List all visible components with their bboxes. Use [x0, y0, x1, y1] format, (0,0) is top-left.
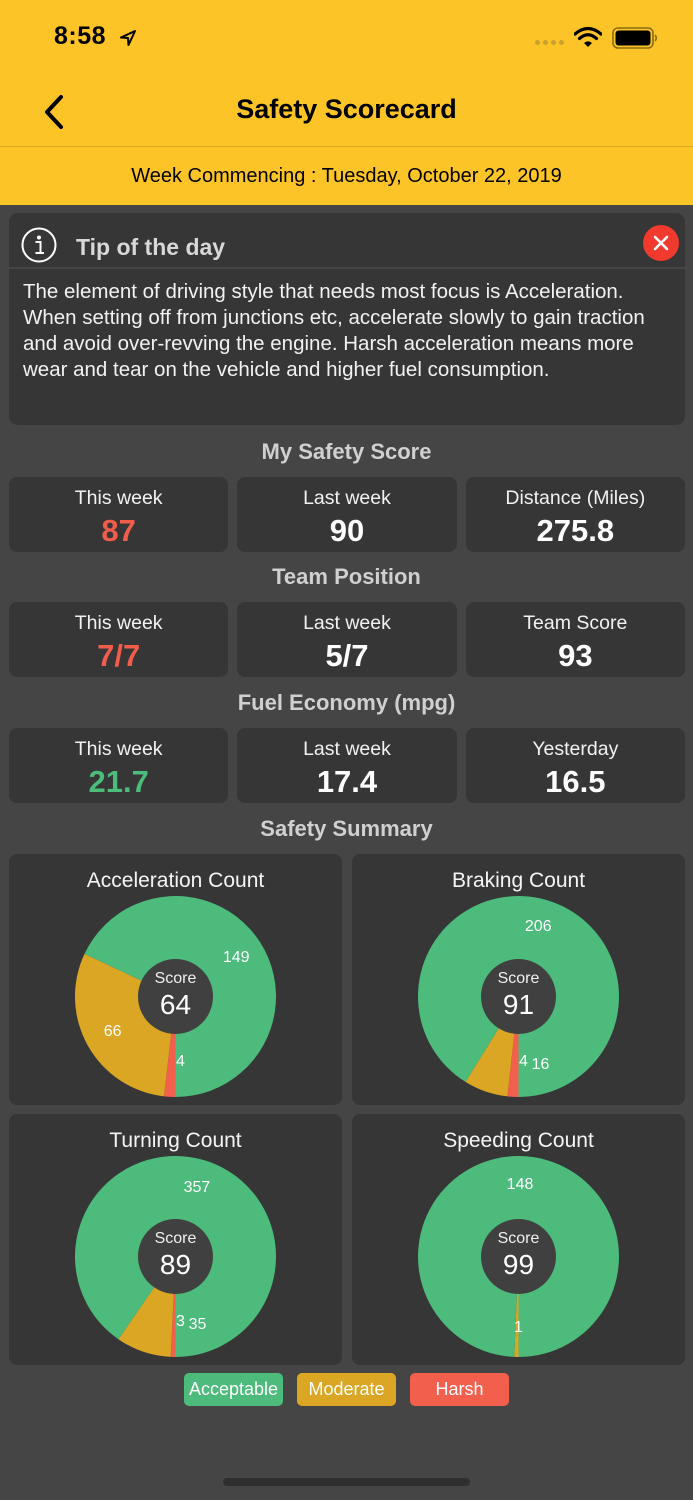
stat-label: This week: [74, 612, 163, 634]
legend-acceptable: Acceptable: [184, 1373, 283, 1406]
tip-title: Tip of the day: [76, 234, 226, 260]
score-center: Score 64: [138, 959, 213, 1034]
stat-label: Last week: [303, 612, 391, 634]
team-position-last-week: Last week 5/7: [237, 602, 457, 677]
stat-value: 17.4: [316, 764, 378, 799]
segment-value-label: 16: [531, 1055, 550, 1073]
legend-harsh: Harsh: [410, 1373, 509, 1406]
info-icon: [21, 227, 57, 263]
score-value: 91: [502, 989, 535, 1020]
safety-score-row: This week 87 Last week 90 Distance (Mile…: [9, 477, 685, 552]
chart-title: Braking Count: [451, 869, 586, 892]
score-center: Score 89: [138, 1219, 213, 1294]
close-tip-button[interactable]: [643, 225, 679, 261]
score-center: Score 99: [481, 1219, 556, 1294]
segment-value-label: 149: [222, 948, 250, 966]
score-center: Score 91: [481, 959, 556, 1034]
team-position-row: This week 7/7 Last week 5/7 Team Score 9…: [9, 602, 685, 677]
stat-label: Yesterday: [532, 738, 619, 760]
turning-donut-chart: Score 89 3 35 357: [75, 1156, 276, 1357]
segment-value-label: 1: [514, 1319, 523, 1337]
score-label: Score: [497, 970, 540, 987]
navigation-bar: Safety Scorecard: [0, 80, 693, 146]
home-indicator[interactable]: [223, 1478, 470, 1486]
safety-score-last-week: Last week 90: [237, 477, 457, 552]
stat-value: 7/7: [97, 638, 141, 673]
score-label: Score: [154, 1230, 197, 1247]
tip-of-the-day-card: Tip of the day The element of driving st…: [9, 213, 685, 425]
segment-value-label: 148: [506, 1175, 534, 1193]
score-value: 89: [159, 1249, 192, 1280]
status-bar: 8:58: [0, 0, 693, 80]
cellular-signal-icon: [535, 40, 564, 45]
turning-chart-card: Turning Count Score 89 3 35 357: [9, 1114, 342, 1365]
segment-value-label: 206: [524, 918, 552, 936]
braking-chart-card: Braking Count Score 91 4 16 206: [352, 854, 685, 1105]
stat-value: 16.5: [545, 764, 606, 799]
location-arrow-icon: [120, 30, 136, 46]
back-button[interactable]: [36, 92, 72, 132]
stat-label: Last week: [303, 738, 391, 760]
section-title-fuel-economy: Fuel Economy (mpg): [237, 690, 456, 715]
segment-value-label: 4: [176, 1052, 185, 1070]
section-title-safety-score: My Safety Score: [261, 439, 432, 464]
chart-title: Acceleration Count: [86, 869, 265, 892]
stat-value: 5/7: [325, 638, 369, 673]
acceleration-donut-chart: Score 64 4 66 149: [75, 896, 276, 1097]
distance-miles: Distance (Miles) 275.8: [465, 477, 685, 552]
chart-title: Turning Count: [109, 1129, 242, 1152]
section-title-team-position: Team Position: [272, 564, 421, 589]
stat-value: 21.7: [88, 764, 149, 799]
segment-value-label: 35: [188, 1315, 207, 1333]
stat-label: Last week: [303, 487, 391, 509]
stat-value: 90: [329, 513, 365, 548]
battery-icon: [612, 27, 658, 49]
team-score: Team Score 93: [465, 602, 685, 677]
score-value: 99: [502, 1249, 535, 1280]
safety-score-this-week: This week 87: [9, 477, 229, 552]
fuel-economy-this-week: This week 21.7: [9, 728, 229, 803]
fuel-economy-row: This week 21.7 Last week 17.4 Yesterday …: [9, 728, 685, 803]
stat-label: This week: [74, 738, 163, 760]
speeding-donut-chart: Score 99 1 148: [418, 1156, 619, 1357]
score-label: Score: [154, 970, 197, 987]
speeding-chart-card: Speeding Count Score 99 1 148: [352, 1114, 685, 1365]
stat-value: 93: [558, 638, 593, 673]
chevron-left-icon: [45, 95, 63, 129]
score-value: 64: [159, 989, 192, 1020]
segment-value-label: 4: [519, 1052, 528, 1070]
segment-value-label: 3: [176, 1312, 185, 1330]
segment-value-label: 66: [103, 1022, 122, 1040]
section-title-safety-summary: Safety Summary: [260, 816, 433, 841]
chart-legend: Acceptable Moderate Harsh: [0, 1373, 693, 1406]
tip-header: Tip of the day: [9, 213, 685, 269]
segment-value-label: 357: [183, 1178, 211, 1196]
header: 8:58 Safety Scorecard Week Commencing : …: [0, 0, 693, 205]
stat-value: 275.8: [536, 513, 615, 548]
fuel-economy-yesterday: Yesterday 16.5: [465, 728, 685, 803]
tip-body: The element of driving style that needs …: [23, 280, 645, 381]
chart-title: Speeding Count: [443, 1129, 594, 1152]
stat-label: Distance (Miles): [505, 487, 646, 509]
stat-label: Team Score: [523, 612, 628, 634]
stat-value: 87: [101, 513, 136, 548]
close-icon: [653, 235, 669, 251]
fuel-economy-last-week: Last week 17.4: [237, 728, 457, 803]
team-position-this-week: This week 7/7: [9, 602, 229, 677]
legend-moderate: Moderate: [297, 1373, 396, 1406]
score-label: Score: [497, 1230, 540, 1247]
stat-label: This week: [74, 487, 163, 509]
week-commencing-label: Week Commencing : Tuesday, October 22, 2…: [131, 164, 562, 187]
page-title: Safety Scorecard: [236, 94, 457, 124]
status-time: 8:58: [54, 22, 107, 50]
acceleration-chart-card: Acceleration Count Score 64 4 66 149: [9, 854, 342, 1105]
divider: [0, 146, 693, 147]
braking-donut-chart: Score 91 4 16 206: [418, 896, 619, 1097]
wifi-icon: [574, 26, 602, 47]
